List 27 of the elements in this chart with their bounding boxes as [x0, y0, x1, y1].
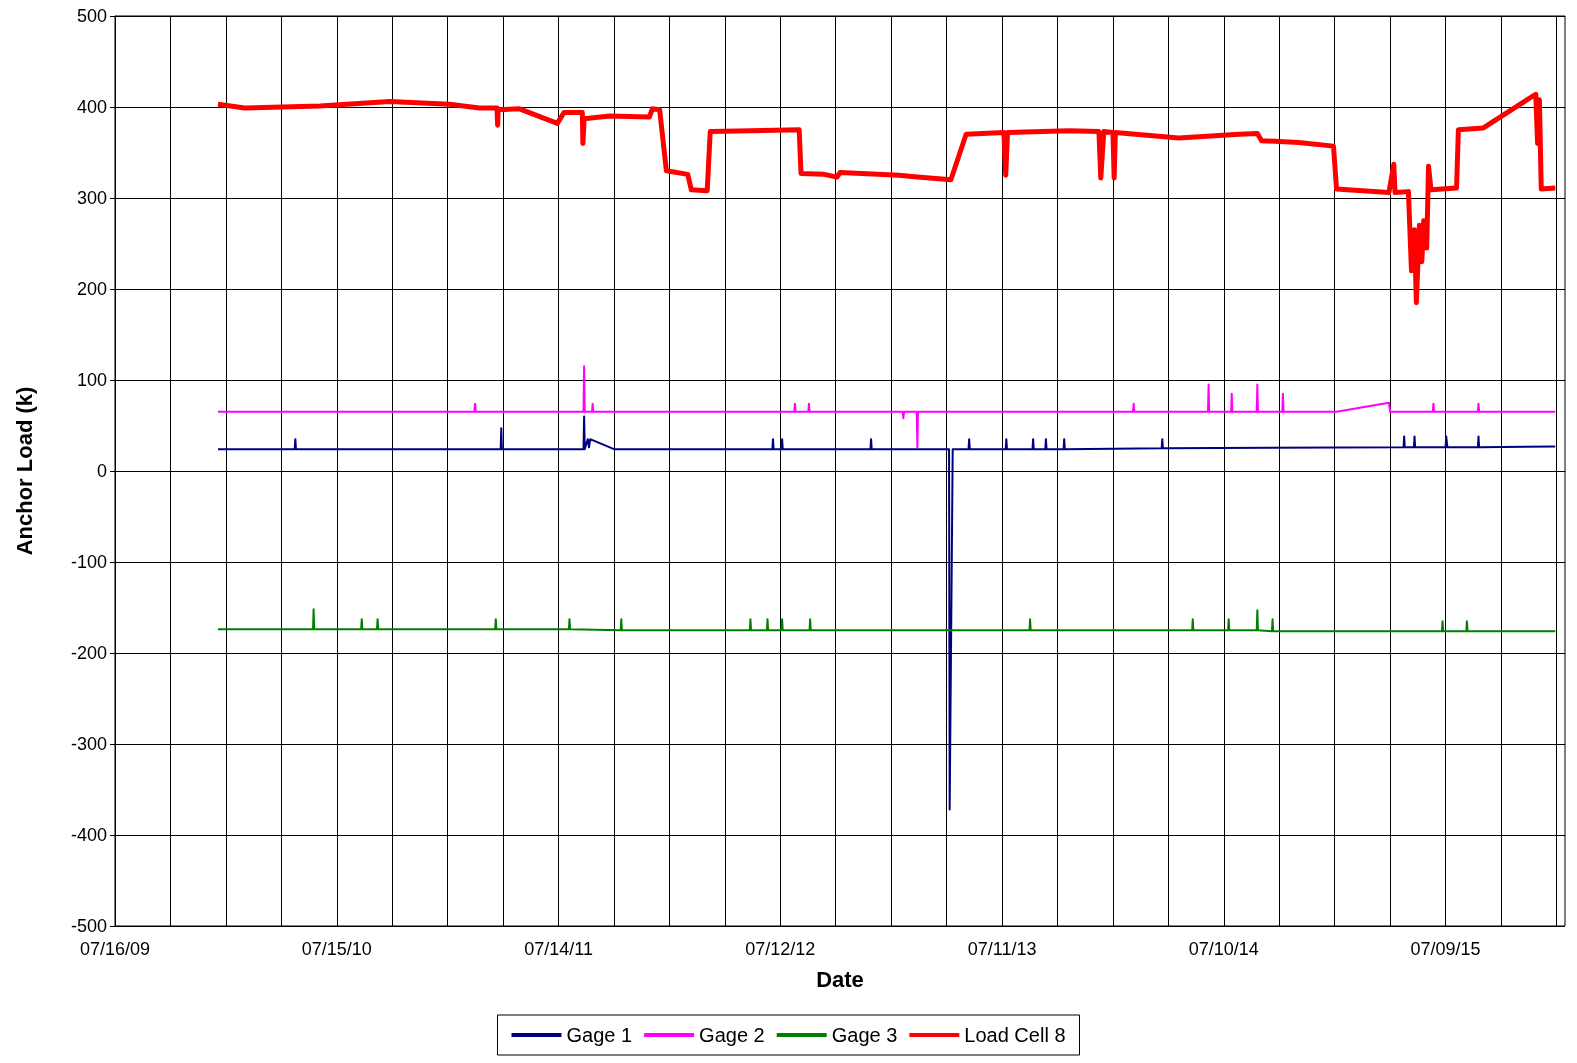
legend-label: Gage 3 — [831, 1024, 898, 1046]
x-tick-label: 07/12/12 — [745, 939, 816, 959]
line-series — [216, 365, 1557, 449]
y-tick-label: 300 — [76, 188, 107, 208]
x-tick-label: 07/15/10 — [301, 939, 372, 959]
x-tick-label: 07/10/14 — [1188, 939, 1259, 959]
x-tick-label: 07/09/15 — [1410, 939, 1481, 959]
y-tick-label: -400 — [70, 825, 107, 845]
y-tick-label: -500 — [70, 916, 107, 936]
legend-label: Gage 2 — [699, 1024, 765, 1046]
line-series — [216, 608, 1557, 633]
y-tick-label: -300 — [70, 734, 107, 754]
y-tick-label: 400 — [76, 97, 107, 117]
legend-label: Load Cell 8 — [964, 1024, 1066, 1046]
y-tick-label: -200 — [70, 643, 107, 663]
x-tick-label: 07/14/11 — [524, 939, 593, 959]
y-tick-label: -100 — [70, 552, 107, 572]
y-tick-label: 500 — [76, 6, 107, 26]
x-tick-label: 07/16/09 — [79, 939, 151, 959]
y-axis-title: Anchor Load (k) — [11, 386, 37, 556]
x-tick-label: 07/11/13 — [967, 939, 1037, 959]
y-tick-label: 100 — [76, 370, 107, 390]
legend-label: Gage 1 — [566, 1024, 633, 1046]
x-axis-title: Date — [816, 966, 864, 992]
y-tick-label: 0 — [96, 461, 107, 481]
y-tick-label: 200 — [76, 279, 107, 299]
line-series — [216, 415, 1557, 811]
